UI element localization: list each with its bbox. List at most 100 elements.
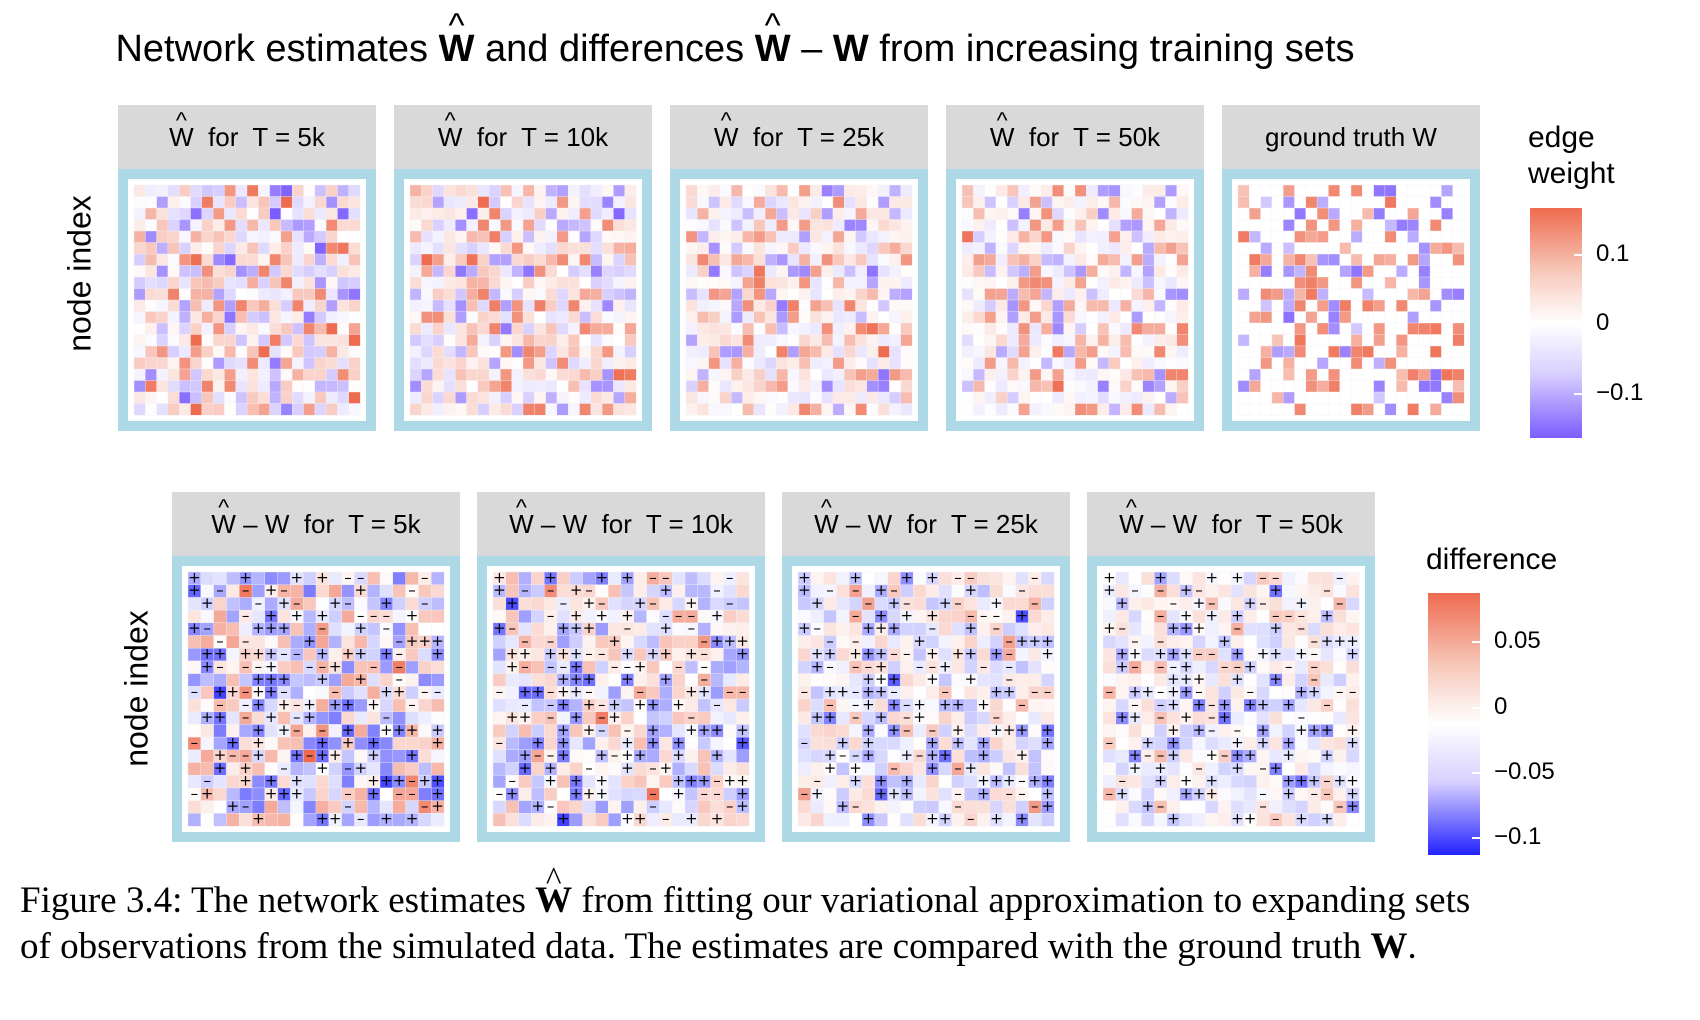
heatmap-cell	[1294, 299, 1307, 313]
heatmap-cell	[889, 334, 902, 347]
heatmap-cell	[1249, 253, 1262, 267]
heatmap-cell	[1407, 253, 1420, 267]
heatmap-cell	[258, 219, 271, 232]
heatmap-cell	[258, 242, 271, 255]
sign-mark: –	[954, 784, 962, 802]
heatmap-cell	[995, 276, 1008, 290]
heatmap-cell	[1305, 219, 1318, 232]
heatmap-cell	[1328, 230, 1341, 244]
top-panel-frame	[1222, 169, 1480, 431]
caption-line-1: Figure 3.4: The network estimates W from…	[20, 878, 1680, 924]
heatmap-cell	[354, 711, 368, 725]
sign-mark: +	[1180, 670, 1193, 688]
heatmap-cell	[246, 219, 259, 232]
heatmap-cell	[810, 230, 823, 244]
heatmap-cell	[1074, 322, 1087, 336]
sign-mark: +	[355, 670, 368, 688]
heatmap-cell	[1029, 299, 1042, 313]
sign-mark: +	[647, 734, 660, 752]
heatmap-cell	[156, 196, 169, 209]
sign-mark: –	[1131, 695, 1139, 713]
heatmap-cell	[742, 334, 755, 347]
sign-mark: +	[1334, 632, 1347, 650]
heatmap-cell	[601, 357, 614, 370]
heatmap-cell	[291, 391, 304, 405]
heatmap-cell	[337, 276, 350, 290]
heatmap-cell	[545, 184, 558, 198]
heatmap-cell	[1339, 253, 1352, 267]
heatmap-cell	[466, 242, 479, 255]
sign-mark: +	[965, 645, 978, 663]
heatmap-cell	[742, 299, 755, 313]
heatmap-cell	[797, 800, 812, 814]
heatmap-cell	[697, 299, 710, 313]
heatmap-cell	[1131, 368, 1144, 382]
sign-mark: +	[252, 695, 265, 713]
sign-mark: +	[798, 581, 811, 599]
heatmap-cell	[545, 230, 558, 244]
heatmap-cell	[1243, 571, 1258, 586]
sign-mark: +	[380, 683, 393, 701]
heatmap-cell	[1362, 299, 1375, 313]
heatmap-cell	[500, 311, 513, 324]
sign-mark: +	[380, 594, 393, 612]
heatmap-cell	[1002, 736, 1017, 751]
heatmap-cell	[1407, 334, 1420, 347]
heatmap-cell	[567, 391, 580, 405]
heatmap-cell	[1328, 311, 1341, 324]
heatmap-cell	[337, 299, 350, 313]
heatmap-cell	[877, 265, 890, 278]
heatmap-cell	[1074, 334, 1087, 347]
heatmap-cell	[1305, 184, 1318, 198]
legend-tick-label: 0	[1596, 309, 1610, 336]
heatmap-cell	[145, 288, 158, 301]
sign-mark: +	[621, 746, 634, 764]
heatmap-cell	[973, 242, 986, 255]
legend-tick-label: −0.1	[1596, 379, 1644, 406]
heatmap-cell	[1015, 647, 1029, 662]
heatmap-cell	[973, 368, 986, 382]
bottom-panel-label: – W for T = 25k	[838, 508, 1038, 539]
heatmap-cell	[995, 230, 1008, 244]
heatmap-cell	[1260, 265, 1273, 278]
heatmap-cell	[1256, 622, 1270, 636]
heatmap-cell	[1018, 345, 1031, 359]
heatmap-cell	[1028, 711, 1042, 725]
heatmap-cell	[1307, 749, 1322, 764]
heatmap-cell	[1395, 207, 1408, 221]
heatmap-cell	[534, 230, 547, 244]
figure-title: Network estimates W and differences W – …	[0, 28, 1470, 71]
sign-mark: –	[547, 797, 555, 815]
sign-mark: +	[1346, 632, 1359, 650]
heatmap-cell	[545, 207, 558, 221]
sign-mark: –	[903, 695, 911, 713]
heatmap-cell	[685, 253, 698, 267]
heatmap-cell	[1328, 276, 1341, 290]
heatmap-cell	[1407, 184, 1420, 198]
heatmap-cell	[925, 698, 940, 713]
heatmap-cell	[212, 403, 225, 416]
heatmap-cell	[569, 736, 584, 751]
heatmap-cell	[1142, 288, 1155, 301]
sign-mark: +	[291, 607, 304, 625]
heatmap-cell	[1305, 207, 1318, 221]
heatmap-cell	[418, 660, 432, 675]
sign-mark: –	[293, 721, 301, 739]
heatmap-cell	[900, 368, 913, 382]
heatmap-cell	[1052, 230, 1065, 244]
sign-mark: +	[685, 810, 698, 828]
sign-mark: +	[901, 568, 914, 586]
sign-mark: +	[278, 695, 291, 713]
heatmap-cell	[719, 357, 732, 370]
heatmap-cell	[477, 322, 490, 336]
heatmap-cell	[832, 334, 845, 347]
heatmap-cell	[488, 265, 501, 278]
sign-mark: –	[1336, 594, 1344, 612]
heatmap-cell	[156, 322, 169, 336]
heatmap-cell	[213, 597, 227, 611]
heatmap-cell	[1407, 219, 1420, 232]
heatmap-cell	[1249, 334, 1262, 347]
heatmap-cell	[1074, 368, 1087, 382]
heatmap-cell	[579, 265, 592, 278]
heatmap-cell	[314, 265, 327, 278]
